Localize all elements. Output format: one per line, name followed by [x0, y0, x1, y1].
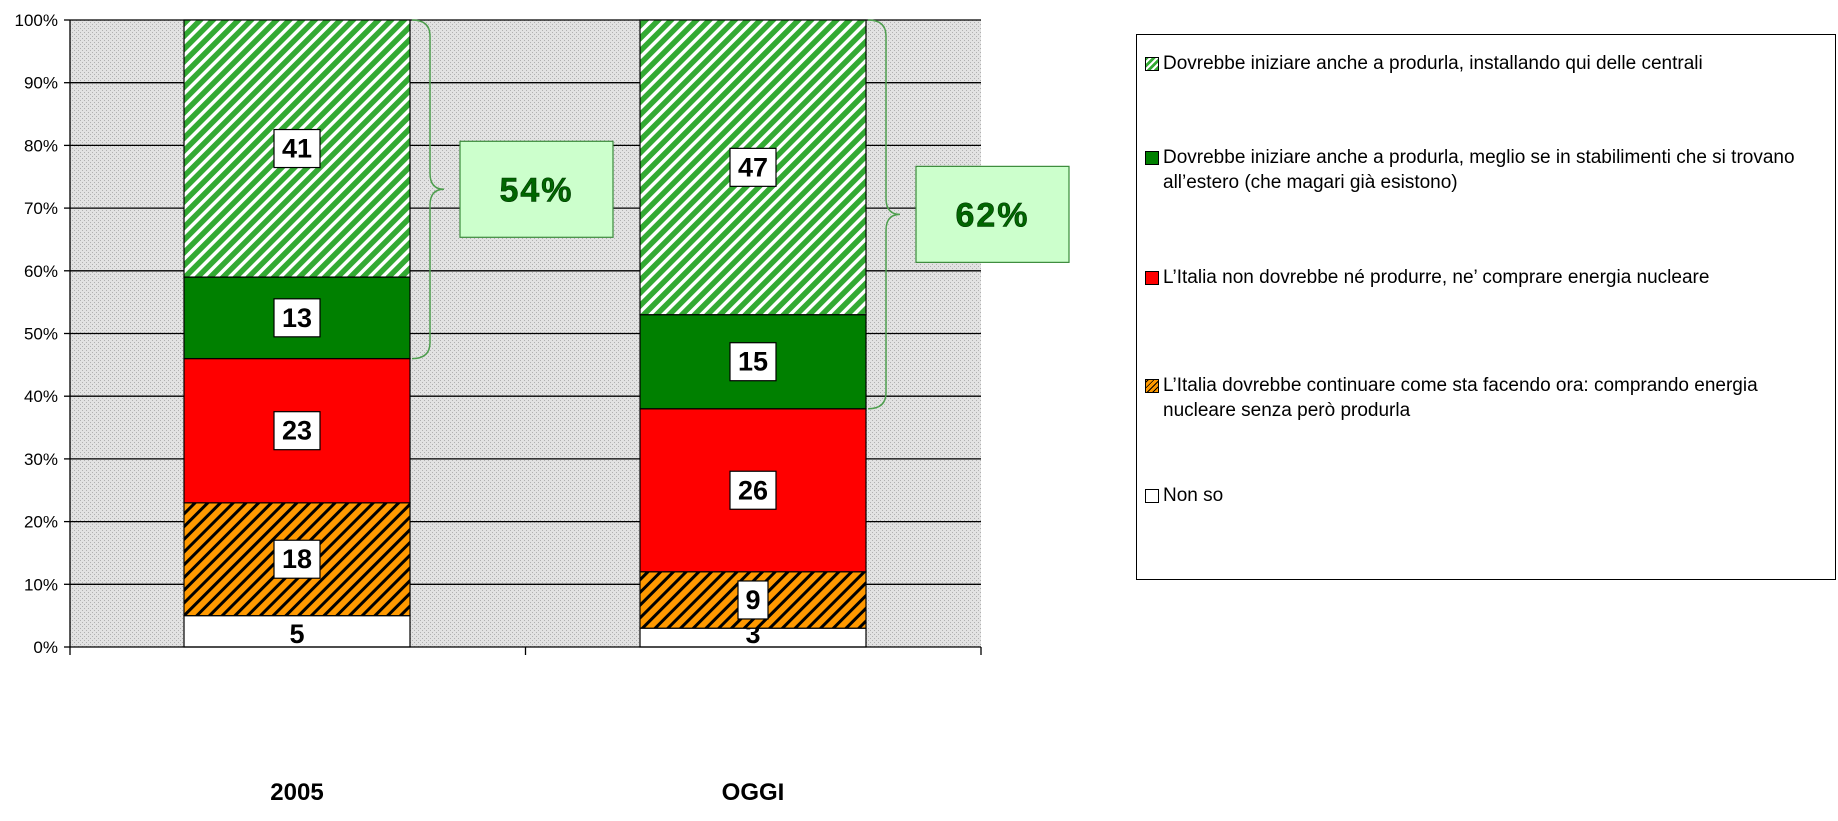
- data-label: 5: [289, 619, 304, 649]
- legend-swatch: [1145, 151, 1159, 165]
- y-tick-label: 70%: [24, 199, 58, 218]
- legend-swatch: [1145, 489, 1159, 503]
- y-tick-label: 90%: [24, 74, 58, 93]
- y-tick-label: 20%: [24, 513, 58, 532]
- data-label: 18: [282, 544, 312, 574]
- data-label-box: [273, 298, 321, 338]
- data-label: 23: [282, 416, 312, 446]
- y-tick-label: 60%: [24, 262, 58, 281]
- data-label-box: [729, 342, 777, 382]
- x-category-label: 2005: [270, 779, 323, 806]
- legend-item: Non so: [1145, 483, 1835, 508]
- legend-item: Dovrebbe iniziare anche a produrla, megl…: [1145, 145, 1835, 195]
- data-label-box: [273, 411, 321, 451]
- legend-item: L’Italia non dovrebbe né produrre, ne’ c…: [1145, 265, 1835, 290]
- legend-label: Non so: [1163, 485, 1224, 506]
- y-tick-label: 100%: [15, 11, 58, 30]
- callout-percent: 62%: [955, 196, 1029, 234]
- legend: Dovrebbe iniziare anche a produrla, inst…: [1136, 34, 1836, 580]
- y-tick-label: 0%: [33, 638, 58, 657]
- y-tick-label: 40%: [24, 387, 58, 406]
- legend-item: L’Italia dovrebbe continuare come sta fa…: [1145, 373, 1835, 423]
- callout-percent: 54%: [499, 171, 573, 209]
- x-category-label: OGGI: [722, 779, 785, 806]
- legend-label: Dovrebbe iniziare anche a produrla, megl…: [1163, 147, 1795, 193]
- data-label: 26: [738, 475, 768, 505]
- data-label-box: [729, 147, 777, 187]
- data-label-box: [737, 580, 769, 620]
- data-label: 13: [282, 303, 312, 333]
- data-label: 15: [738, 347, 768, 377]
- y-tick-label: 50%: [24, 325, 58, 344]
- data-label-box: [729, 470, 777, 510]
- brace: [411, 19, 445, 360]
- callout-box: [915, 165, 1070, 263]
- legend-label: Dovrebbe iniziare anche a produrla, inst…: [1163, 53, 1703, 74]
- brace: [867, 19, 901, 410]
- data-label: 9: [745, 585, 760, 615]
- data-label: 47: [738, 152, 768, 182]
- bar-segment: [183, 615, 411, 648]
- legend-swatch: [1145, 271, 1159, 285]
- legend-label: L’Italia dovrebbe continuare come sta fa…: [1163, 375, 1758, 421]
- legend-swatch: [1145, 379, 1159, 393]
- data-label-box: [273, 539, 321, 579]
- legend-item: Dovrebbe iniziare anche a produrla, inst…: [1145, 51, 1835, 76]
- callout-box: [459, 140, 614, 238]
- legend-label: L’Italia non dovrebbe né produrre, ne’ c…: [1163, 267, 1710, 288]
- y-tick-label: 30%: [24, 450, 58, 469]
- legend-swatch: [1145, 57, 1159, 71]
- y-tick-label: 80%: [24, 136, 58, 155]
- y-tick-label: 10%: [24, 575, 58, 594]
- data-label-box: [273, 128, 321, 169]
- data-label: 41: [282, 134, 312, 164]
